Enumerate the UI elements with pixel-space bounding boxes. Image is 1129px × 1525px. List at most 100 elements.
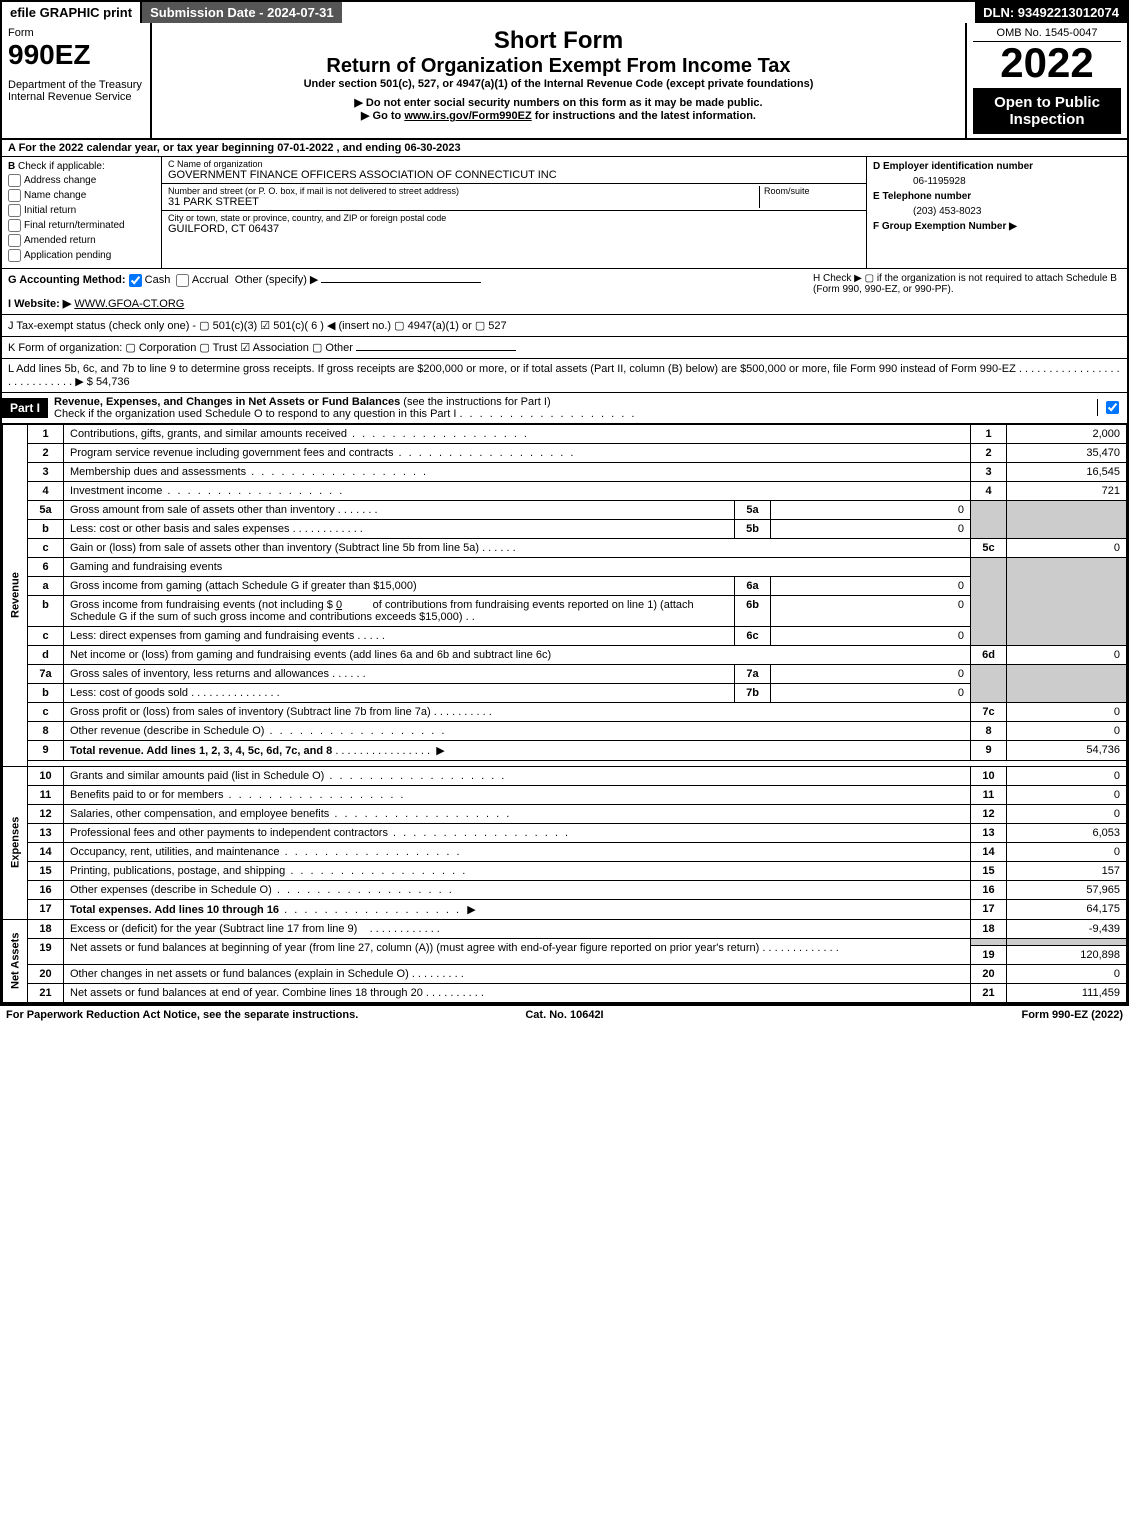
- l10-amt: 0: [1007, 766, 1127, 785]
- l5c-amt: 0: [1007, 538, 1127, 557]
- l2-amt: 35,470: [1007, 443, 1127, 462]
- l5b-sl: 5b: [735, 519, 771, 538]
- section-c: C Name of organization GOVERNMENT FINANC…: [162, 157, 867, 268]
- top-bar: efile GRAPHIC print Submission Date - 20…: [2, 2, 1127, 23]
- section-gh: G Accounting Method: Cash Accrual Other …: [2, 269, 1127, 315]
- l17-desc: Total expenses. Add lines 10 through 16 …: [64, 899, 971, 919]
- g-label: G Accounting Method:: [8, 274, 126, 286]
- website-link[interactable]: WWW.GFOA-CT.ORG: [74, 298, 184, 310]
- g-other-blank: [321, 282, 481, 283]
- l6c-sl: 6c: [735, 626, 771, 645]
- footer-left: For Paperwork Reduction Act Notice, see …: [6, 1009, 378, 1021]
- section-l: L Add lines 5b, 6c, and 7b to line 9 to …: [2, 359, 1127, 393]
- dln: DLN: 93492213012074: [975, 2, 1127, 23]
- street-row: Number and street (or P. O. box, if mail…: [162, 184, 866, 211]
- chk-cash[interactable]: [129, 274, 142, 287]
- main-title: Return of Organization Exempt From Incom…: [160, 55, 957, 78]
- l4-desc: Investment income: [64, 481, 971, 500]
- chk-name-change[interactable]: Name change: [8, 189, 155, 202]
- chk-final-return-box[interactable]: [8, 219, 21, 232]
- l5b-sv: 0: [771, 519, 971, 538]
- chk-application-pending-box[interactable]: [8, 249, 21, 262]
- l4-amt: 721: [1007, 481, 1127, 500]
- part1-check-note: Check if the organization used Schedule …: [54, 408, 456, 420]
- l9-desc: Total revenue. Add lines 1, 2, 3, 4, 5c,…: [64, 740, 971, 760]
- l5a-sl: 5a: [735, 500, 771, 519]
- financial-table: Revenue 1 Contributions, gifts, grants, …: [2, 424, 1127, 1003]
- goto-link[interactable]: www.irs.gov/Form990EZ: [404, 110, 531, 122]
- l16-ln: 16: [971, 880, 1007, 899]
- revenue-label: Revenue: [3, 424, 28, 766]
- g-cash: Cash: [145, 274, 171, 286]
- l7-grey1: [971, 664, 1007, 702]
- under-section: Under section 501(c), 527, or 4947(a)(1)…: [160, 78, 957, 90]
- chk-name-change-box[interactable]: [8, 189, 21, 202]
- l3-ln: 3: [971, 462, 1007, 481]
- b-label: B: [8, 161, 15, 172]
- section-k: K Form of organization: ▢ Corporation ▢ …: [2, 337, 1127, 359]
- l-text: L Add lines 5b, 6c, and 7b to line 9 to …: [8, 363, 1120, 388]
- l10-desc: Grants and similar amounts paid (list in…: [64, 766, 971, 785]
- l11-num: 11: [28, 785, 64, 804]
- l14-desc: Occupancy, rent, utilities, and maintena…: [64, 842, 971, 861]
- l5a-num: 5a: [28, 500, 64, 519]
- l1-desc: Contributions, gifts, grants, and simila…: [64, 424, 971, 443]
- l12-amt: 0: [1007, 804, 1127, 823]
- l16-desc: Other expenses (describe in Schedule O): [64, 880, 971, 899]
- l7c-ln: 7c: [971, 702, 1007, 721]
- ein: 06-1195928: [873, 176, 1121, 187]
- l5-grey2: [1007, 500, 1127, 538]
- l8-num: 8: [28, 721, 64, 740]
- footer-right: Form 990-EZ (2022): [751, 1009, 1123, 1021]
- l6-num: 6: [28, 557, 64, 576]
- form-number: 990EZ: [8, 39, 144, 71]
- l19-grey2: [1007, 938, 1127, 945]
- goto-pre: ▶ Go to: [361, 110, 404, 122]
- l6-grey2: [1007, 557, 1127, 645]
- l7b-sv: 0: [771, 683, 971, 702]
- l21-ln: 21: [971, 983, 1007, 1002]
- l7a-num: 7a: [28, 664, 64, 683]
- tax-year: 2022: [973, 42, 1121, 84]
- l21-desc: Net assets or fund balances at end of ye…: [64, 983, 971, 1002]
- l5-grey1: [971, 500, 1007, 538]
- city-label: City or town, state or province, country…: [168, 213, 860, 223]
- l1-ln: 1: [971, 424, 1007, 443]
- l9-num: 9: [28, 740, 64, 760]
- grp-label: F Group Exemption Number ▶: [873, 221, 1017, 232]
- chk-accrual[interactable]: [176, 274, 189, 287]
- chk-address-change[interactable]: Address change: [8, 174, 155, 187]
- l18-desc: Excess or (deficit) for the year (Subtra…: [64, 919, 971, 938]
- l18-ln: 18: [971, 919, 1007, 938]
- street-label: Number and street (or P. O. box, if mail…: [168, 186, 755, 196]
- tel-label: E Telephone number: [873, 191, 971, 202]
- l6c-desc: Less: direct expenses from gaming and fu…: [64, 626, 735, 645]
- chk-amended-return[interactable]: Amended return: [8, 234, 155, 247]
- l7c-desc: Gross profit or (loss) from sales of inv…: [64, 702, 971, 721]
- chk-initial-return-box[interactable]: [8, 204, 21, 217]
- chk-address-change-box[interactable]: [8, 174, 21, 187]
- l6-grey1: [971, 557, 1007, 645]
- chk-final-return[interactable]: Final return/terminated: [8, 219, 155, 232]
- l8-desc: Other revenue (describe in Schedule O): [64, 721, 971, 740]
- l16-amt: 57,965: [1007, 880, 1127, 899]
- chk-initial-return[interactable]: Initial return: [8, 204, 155, 217]
- part1-title-note: (see the instructions for Part I): [403, 396, 550, 408]
- l15-ln: 15: [971, 861, 1007, 880]
- l7b-desc: Less: cost of goods sold . . . . . . . .…: [64, 683, 735, 702]
- l6a-sl: 6a: [735, 576, 771, 595]
- top-spacer: [342, 2, 976, 23]
- l11-amt: 0: [1007, 785, 1127, 804]
- part1-checkbox[interactable]: [1106, 401, 1119, 414]
- l3-amt: 16,545: [1007, 462, 1127, 481]
- chk-application-pending[interactable]: Application pending: [8, 249, 155, 262]
- footer: For Paperwork Reduction Act Notice, see …: [0, 1005, 1129, 1024]
- org-name-row: C Name of organization GOVERNMENT FINANC…: [162, 157, 866, 184]
- chk-amended-return-box[interactable]: [8, 234, 21, 247]
- room-label: Room/suite: [764, 186, 860, 196]
- tel: (203) 453-8023: [873, 206, 1121, 217]
- l10-num: 10: [28, 766, 64, 785]
- l6b-sv: 0: [771, 595, 971, 626]
- netassets-label: Net Assets: [3, 919, 28, 1002]
- goto-line: ▶ Go to www.irs.gov/Form990EZ for instru…: [160, 109, 957, 122]
